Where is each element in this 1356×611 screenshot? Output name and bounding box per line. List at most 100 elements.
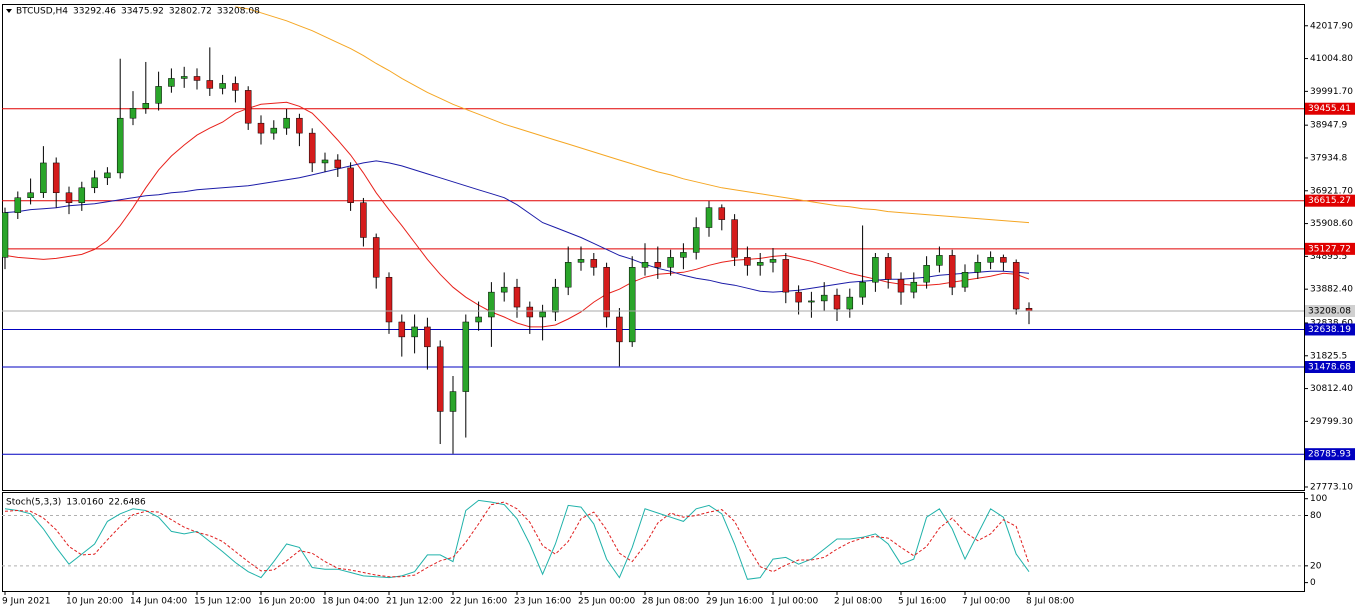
candle-body (2, 212, 9, 258)
candle-body (308, 132, 316, 164)
candle-body (116, 117, 124, 174)
header-text: 33208.08 (217, 7, 260, 17)
candle-body (193, 76, 201, 81)
x-tick-label: 22 Jun 16:00 (450, 597, 507, 607)
stoch-main (4, 499, 1030, 580)
current-price-label: 33208.08 (1308, 307, 1351, 317)
candle-body (232, 83, 239, 91)
x-tick-label: 28 Jun 08:00 (642, 597, 699, 607)
level-label-box (1305, 323, 1355, 336)
x-tick-label: 2 Jul 08:00 (834, 597, 883, 607)
candle-body (526, 306, 534, 318)
level-label: 39455.41 (1308, 104, 1351, 114)
candle-body (782, 259, 790, 293)
candle-body (52, 162, 60, 194)
candle-body (769, 259, 777, 263)
candle-body (539, 311, 546, 318)
x-tick-label: 1 Jul 00:00 (770, 597, 819, 607)
y-tick-label: 39991.70 (1310, 87, 1353, 97)
x-tick-label: 9 Jun 2021 (2, 597, 50, 607)
y-tick-label: 35908.60 (1310, 219, 1353, 229)
x-tick-label: 16 Jun 20:00 (258, 597, 315, 607)
candle-body (577, 259, 585, 263)
candle-body (987, 257, 994, 263)
candle-body (603, 267, 610, 318)
y-tick-label: 36921.70 (1310, 186, 1353, 196)
level-label: 36615.27 (1308, 196, 1351, 206)
candle-body (872, 257, 879, 283)
candle-body (104, 172, 111, 179)
candle-body (360, 202, 367, 238)
level-label-box (1305, 194, 1355, 207)
candle-body (833, 294, 841, 310)
candle-body (1000, 257, 1007, 263)
candle-body (1012, 262, 1020, 310)
header-text: BTCUSD,H4 (16, 7, 68, 17)
candle-body (334, 159, 342, 169)
stoch-header: 22.6486 (109, 498, 146, 508)
stoch-tick-label: 100 (1310, 494, 1327, 504)
main-plot (2, 6, 1304, 455)
x-tick-label: 5 Jul 16:00 (898, 597, 947, 607)
level-label-box (1305, 361, 1355, 374)
level-label-box (1305, 102, 1355, 115)
x-tick-label: 29 Jun 16:00 (706, 597, 763, 607)
x-tick-label: 25 Jun 00:00 (578, 597, 635, 607)
y-tick-label: 42017.90 (1310, 21, 1353, 31)
candle-body (398, 321, 406, 338)
candle-body (14, 197, 22, 213)
x-tick-label: 8 Jul 08:00 (1026, 597, 1075, 607)
y-tick-label: 30812.40 (1310, 384, 1353, 394)
candle-body (552, 286, 559, 313)
x-tick-label: 15 Jun 12:00 (194, 597, 251, 607)
candle-body (705, 207, 713, 228)
x-tick-label: 21 Jun 12:00 (386, 597, 443, 607)
stoch-plot (2, 499, 1304, 580)
level-label: 31478.68 (1308, 363, 1351, 373)
stoch-header: Stoch(5,3,3) (6, 498, 61, 508)
candle-body (910, 281, 918, 293)
candle-body (142, 103, 150, 109)
candle-body (859, 281, 866, 298)
candle-body (628, 267, 636, 343)
level-label-box (1305, 448, 1355, 461)
candle-body (590, 259, 598, 268)
candle-body (846, 296, 854, 310)
candle-body (219, 83, 226, 89)
candle-body (244, 90, 252, 124)
candle-body (475, 316, 482, 323)
stoch-panel (2, 492, 1305, 592)
candle-body (372, 237, 380, 278)
axes: 42017.90 41004.80 39991.70 38947.9 37934.8 36… (2, 7, 1355, 607)
x-tick-label: 23 Jun 16:00 (514, 597, 571, 607)
y-tick-label: 34895.5 (1310, 252, 1347, 262)
candle-body (884, 257, 892, 280)
candle-body (808, 300, 815, 303)
candle-body (616, 316, 623, 343)
stoch-header: 13.0160 (66, 498, 103, 508)
y-tick-label: 33882.40 (1310, 285, 1353, 295)
y-tick-label: 41004.80 (1310, 54, 1353, 64)
level-label-box (1305, 242, 1355, 255)
candle-body (680, 252, 687, 258)
candle-body (27, 192, 34, 198)
candle-body (718, 207, 726, 220)
candle-body (91, 177, 98, 189)
candle-body (667, 257, 674, 268)
candle-body (923, 265, 930, 283)
candle-body (257, 122, 265, 134)
level-label: 32638.19 (1308, 325, 1351, 335)
y-tick-label: 29799.30 (1310, 417, 1353, 427)
candle-body (270, 127, 278, 134)
stoch-tick-label: 80 (1310, 511, 1322, 521)
y-tick-label: 37934.8 (1310, 153, 1347, 163)
current-price-box (1305, 305, 1355, 318)
moving-average (4, 101, 1030, 328)
menu-triangle[interactable] (6, 9, 12, 13)
x-tick-label: 18 Jun 04:00 (322, 597, 379, 607)
candle-body (385, 276, 393, 323)
x-tick-label: 14 Jun 04:00 (130, 597, 187, 607)
x-tick-label: 7 Jul 00:00 (962, 597, 1011, 607)
level-label: 35127.72 (1308, 244, 1351, 254)
